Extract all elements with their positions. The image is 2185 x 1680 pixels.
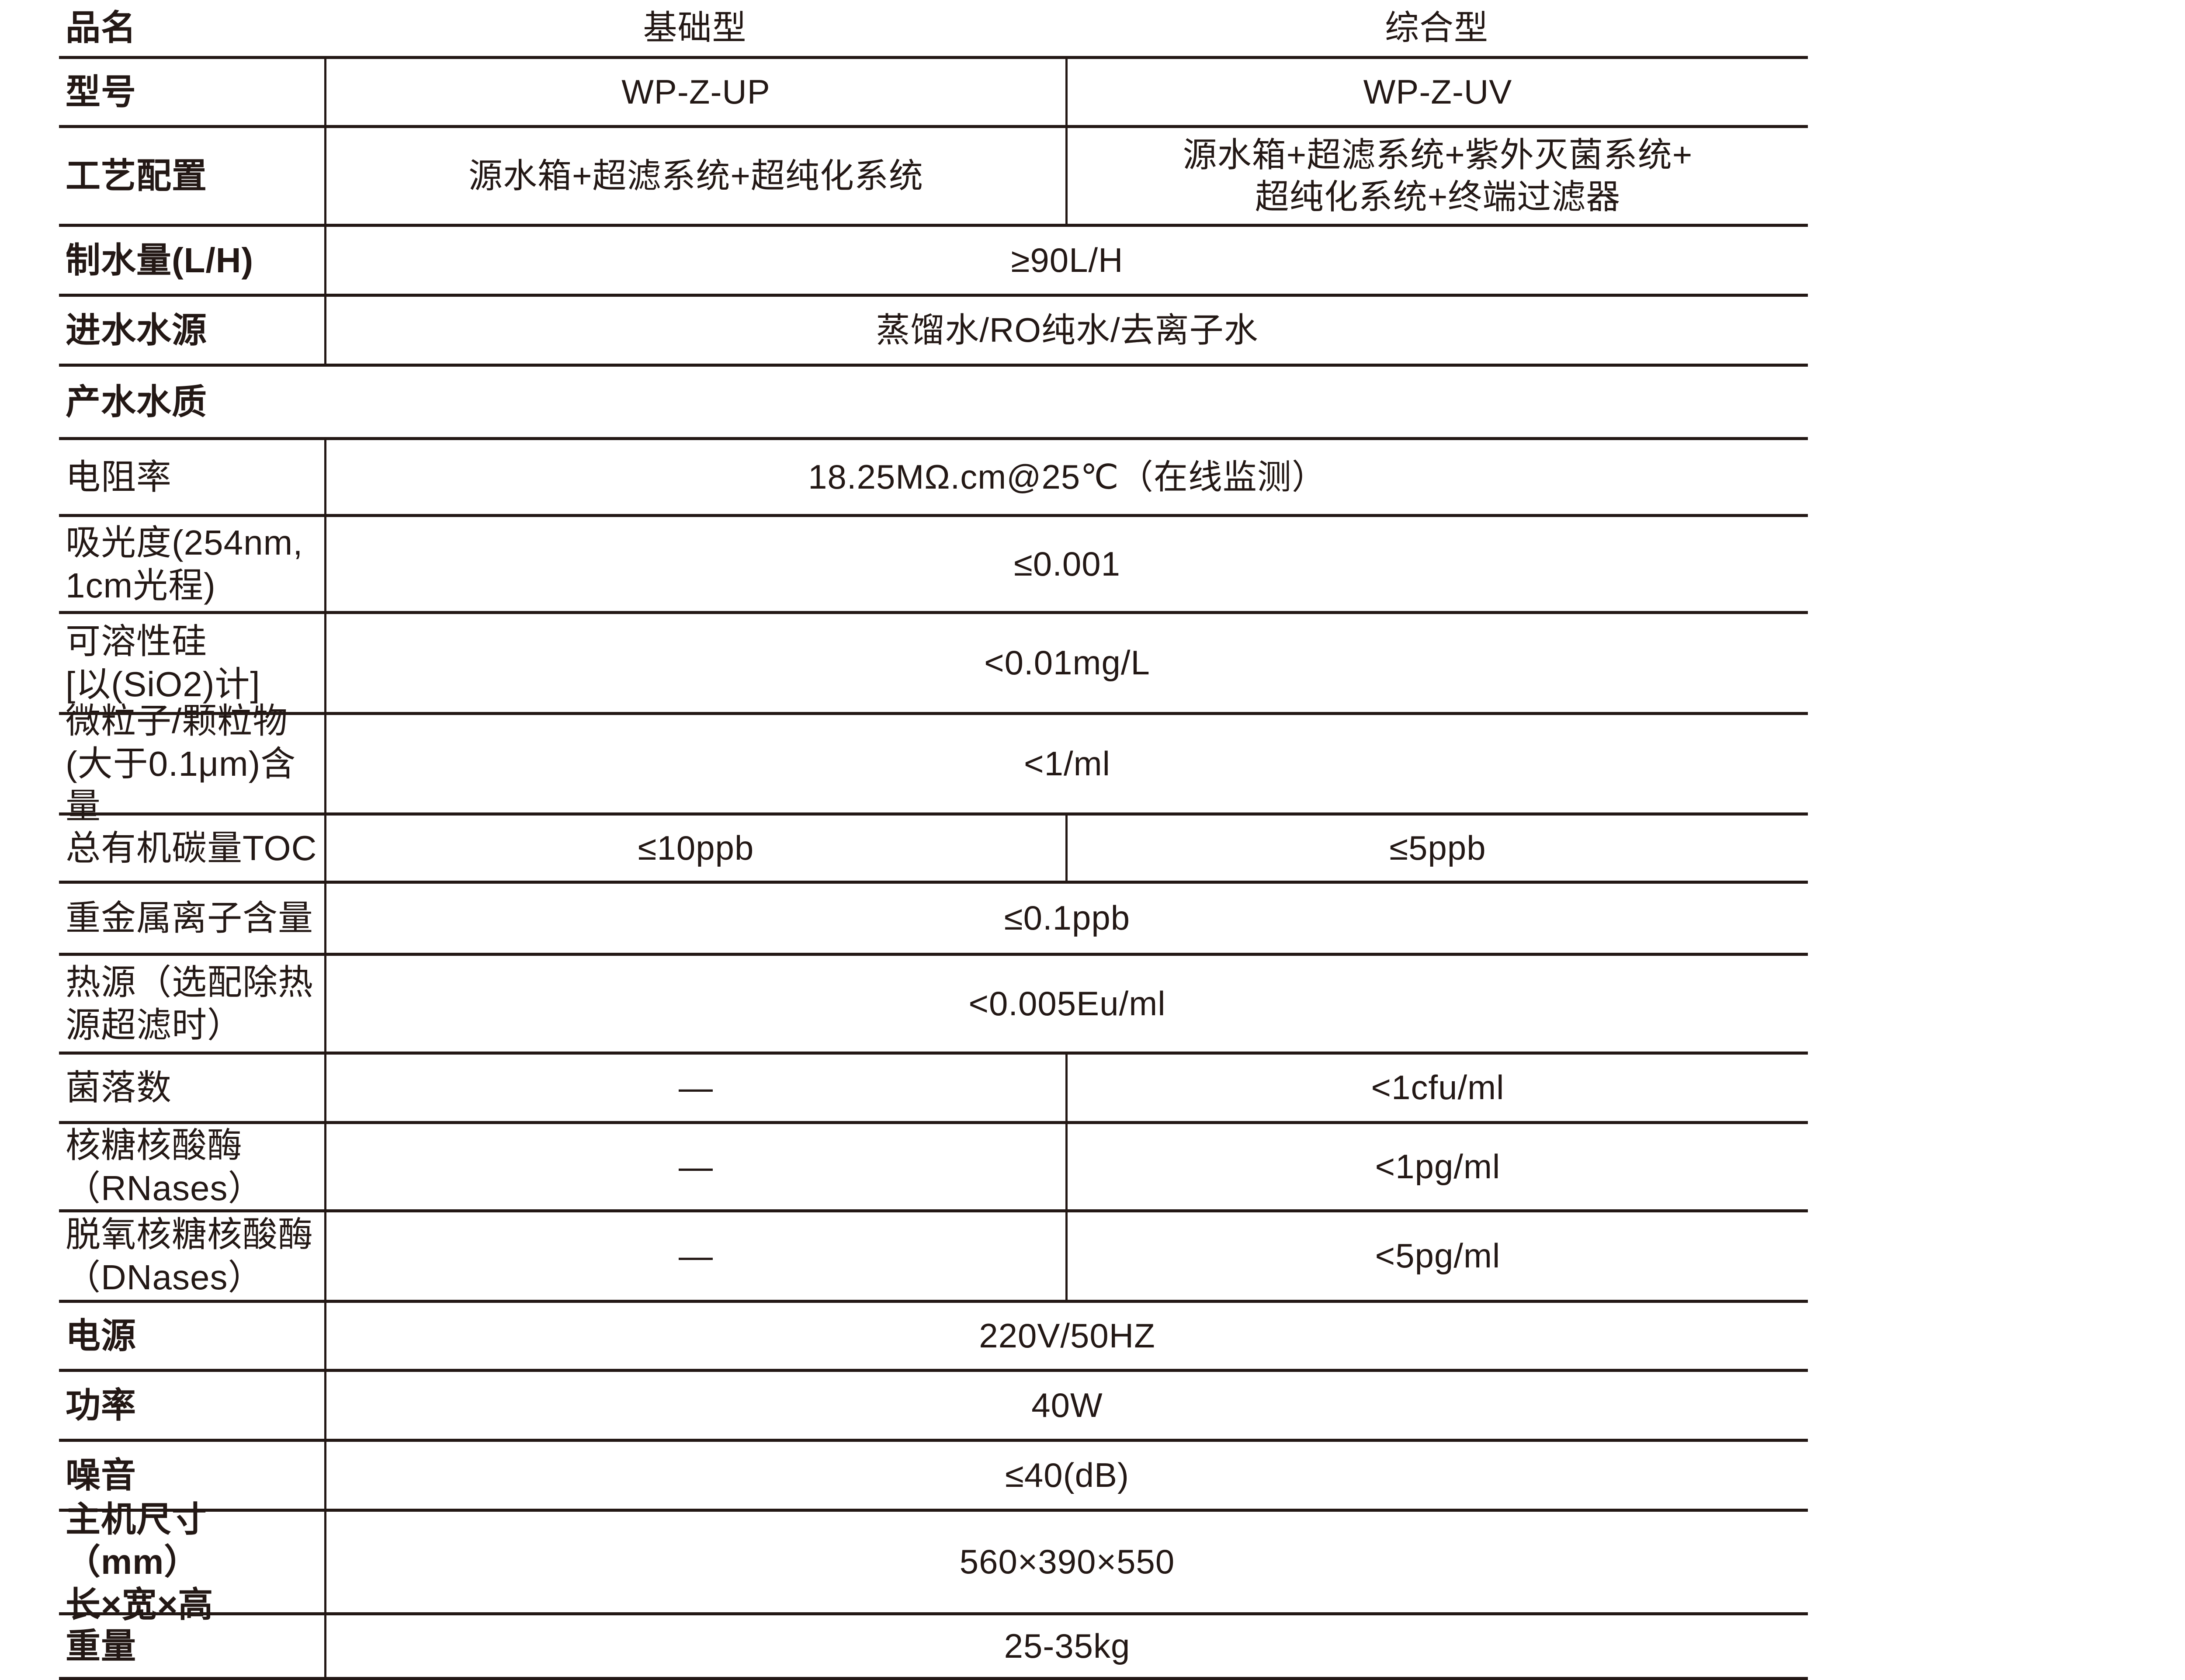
column-header-integrated-model: 综合型 <box>1384 8 1488 47</box>
table-row: 进水水源 蒸馏水/RO纯水/去离子水 <box>59 297 1808 367</box>
value-basic: WP-Z-UP <box>324 59 1065 125</box>
table-header-row: 品名 基础型 综合型 <box>59 0 1808 59</box>
table-row: 核糖核酸酶 （RNases） — <1pg/ml <box>59 1124 1808 1212</box>
row-label: 电阻率 <box>66 457 172 496</box>
value-span: 蒸馏水/RO纯水/去离子水 <box>324 297 1808 364</box>
value-span: 25-35kg <box>324 1615 1808 1677</box>
table-row: 微粒子/颗粒物 (大于0.1μm)含量 <1/ml <box>59 701 1808 826</box>
row-label: 主机尺寸（mm） 长×宽×高 <box>66 1500 214 1624</box>
value-integrated: 源水箱+超滤系统+紫外灭菌系统+ 超纯化系统+终端过滤器 <box>1065 128 1808 224</box>
row-label: 微粒子/颗粒物 (大于0.1μm)含量 <box>66 701 296 826</box>
value-span: 220V/50HZ <box>324 1303 1808 1369</box>
table-row: 功率 40W <box>59 1372 1808 1442</box>
table-row: 型号 WP-Z-UP WP-Z-UV <box>59 59 1808 128</box>
row-label: 总有机碳量TOC <box>66 828 317 868</box>
table-row: 主机尺寸（mm） 长×宽×高 560×390×550 <box>59 1500 1808 1624</box>
table-row: 可溶性硅 [以(SiO2)计] <0.01mg/L <box>59 614 1808 715</box>
row-label: 工艺配置 <box>66 156 207 195</box>
table-row: 电阻率 18.25MΩ.cm@25℃（在线监测） <box>59 440 1808 517</box>
row-label: 脱氧核糖核酸酶 （DNases） <box>66 1215 313 1297</box>
section-title: 产水水质 <box>66 382 207 421</box>
row-label: 功率 <box>66 1385 136 1425</box>
value-span: <0.01mg/L <box>324 614 1808 712</box>
value-integrated: <1pg/ml <box>1065 1124 1808 1209</box>
table-row: 制水量(L/H) ≥90L/H <box>59 227 1808 297</box>
value-span: ≤0.1ppb <box>324 884 1808 953</box>
table-row: 重量 25-35kg <box>59 1615 1808 1680</box>
value-integrated: ≤5ppb <box>1065 816 1808 881</box>
row-label: 吸光度(254nm, 1cm光程) <box>66 523 303 605</box>
table-row: 菌落数 — <1cfu/ml <box>59 1055 1808 1124</box>
value-integrated: <1cfu/ml <box>1065 1055 1808 1121</box>
table-row: 总有机碳量TOC ≤10ppb ≤5ppb <box>59 816 1808 884</box>
value-span: ≤0.001 <box>324 517 1808 611</box>
row-label: 噪音 <box>66 1455 136 1495</box>
value-basic: — <box>324 1124 1065 1209</box>
value-span: 560×390×550 <box>324 1512 1808 1612</box>
section-row: 产水水质 <box>59 367 1808 440</box>
column-header-product-name: 品名 <box>66 8 136 48</box>
value-span: ≥90L/H <box>324 227 1808 294</box>
table-row: 吸光度(254nm, 1cm光程) ≤0.001 <box>59 517 1808 614</box>
row-label: 可溶性硅 [以(SiO2)计] <box>66 622 260 704</box>
value-integrated: WP-Z-UV <box>1065 59 1808 125</box>
value-span: 18.25MΩ.cm@25℃（在线监测） <box>324 440 1808 514</box>
value-basic: — <box>324 1055 1065 1121</box>
table-row: 脱氧核糖核酸酶 （DNases） — <5pg/ml <box>59 1212 1808 1303</box>
value-basic: 源水箱+超滤系统+超纯化系统 <box>324 128 1065 224</box>
table-row: 工艺配置 源水箱+超滤系统+超纯化系统 源水箱+超滤系统+紫外灭菌系统+ 超纯化… <box>59 128 1808 227</box>
value-integrated: <5pg/ml <box>1065 1212 1808 1300</box>
row-label: 菌落数 <box>66 1068 172 1107</box>
spec-table: 品名 基础型 综合型 型号 WP-Z-UP WP-Z-UV 工艺配置 源水箱+超… <box>59 0 1808 1680</box>
row-label: 型号 <box>66 72 136 111</box>
value-span: 40W <box>324 1372 1808 1439</box>
value-basic: ≤10ppb <box>324 816 1065 881</box>
row-label: 热源（选配除热 源超滤时） <box>66 962 313 1045</box>
table-row: 噪音 ≤40(dB) <box>59 1442 1808 1512</box>
table-row: 热源（选配除热 源超滤时） <0.005Eu/ml <box>59 956 1808 1055</box>
value-span: <0.005Eu/ml <box>324 956 1808 1052</box>
row-label: 制水量(L/H) <box>66 240 254 280</box>
row-label: 重金属离子含量 <box>66 899 313 938</box>
row-label: 核糖核酸酶 （RNases） <box>66 1125 264 1208</box>
row-label: 电源 <box>66 1316 136 1355</box>
row-label: 重量 <box>66 1626 136 1666</box>
table-row: 重金属离子含量 ≤0.1ppb <box>59 884 1808 956</box>
value-span: ≤40(dB) <box>324 1442 1808 1509</box>
value-basic: — <box>324 1212 1065 1300</box>
value-span: <1/ml <box>324 715 1808 812</box>
table-row: 电源 220V/50HZ <box>59 1303 1808 1372</box>
column-header-basic-model: 基础型 <box>643 8 747 47</box>
row-label: 进水水源 <box>66 310 207 350</box>
